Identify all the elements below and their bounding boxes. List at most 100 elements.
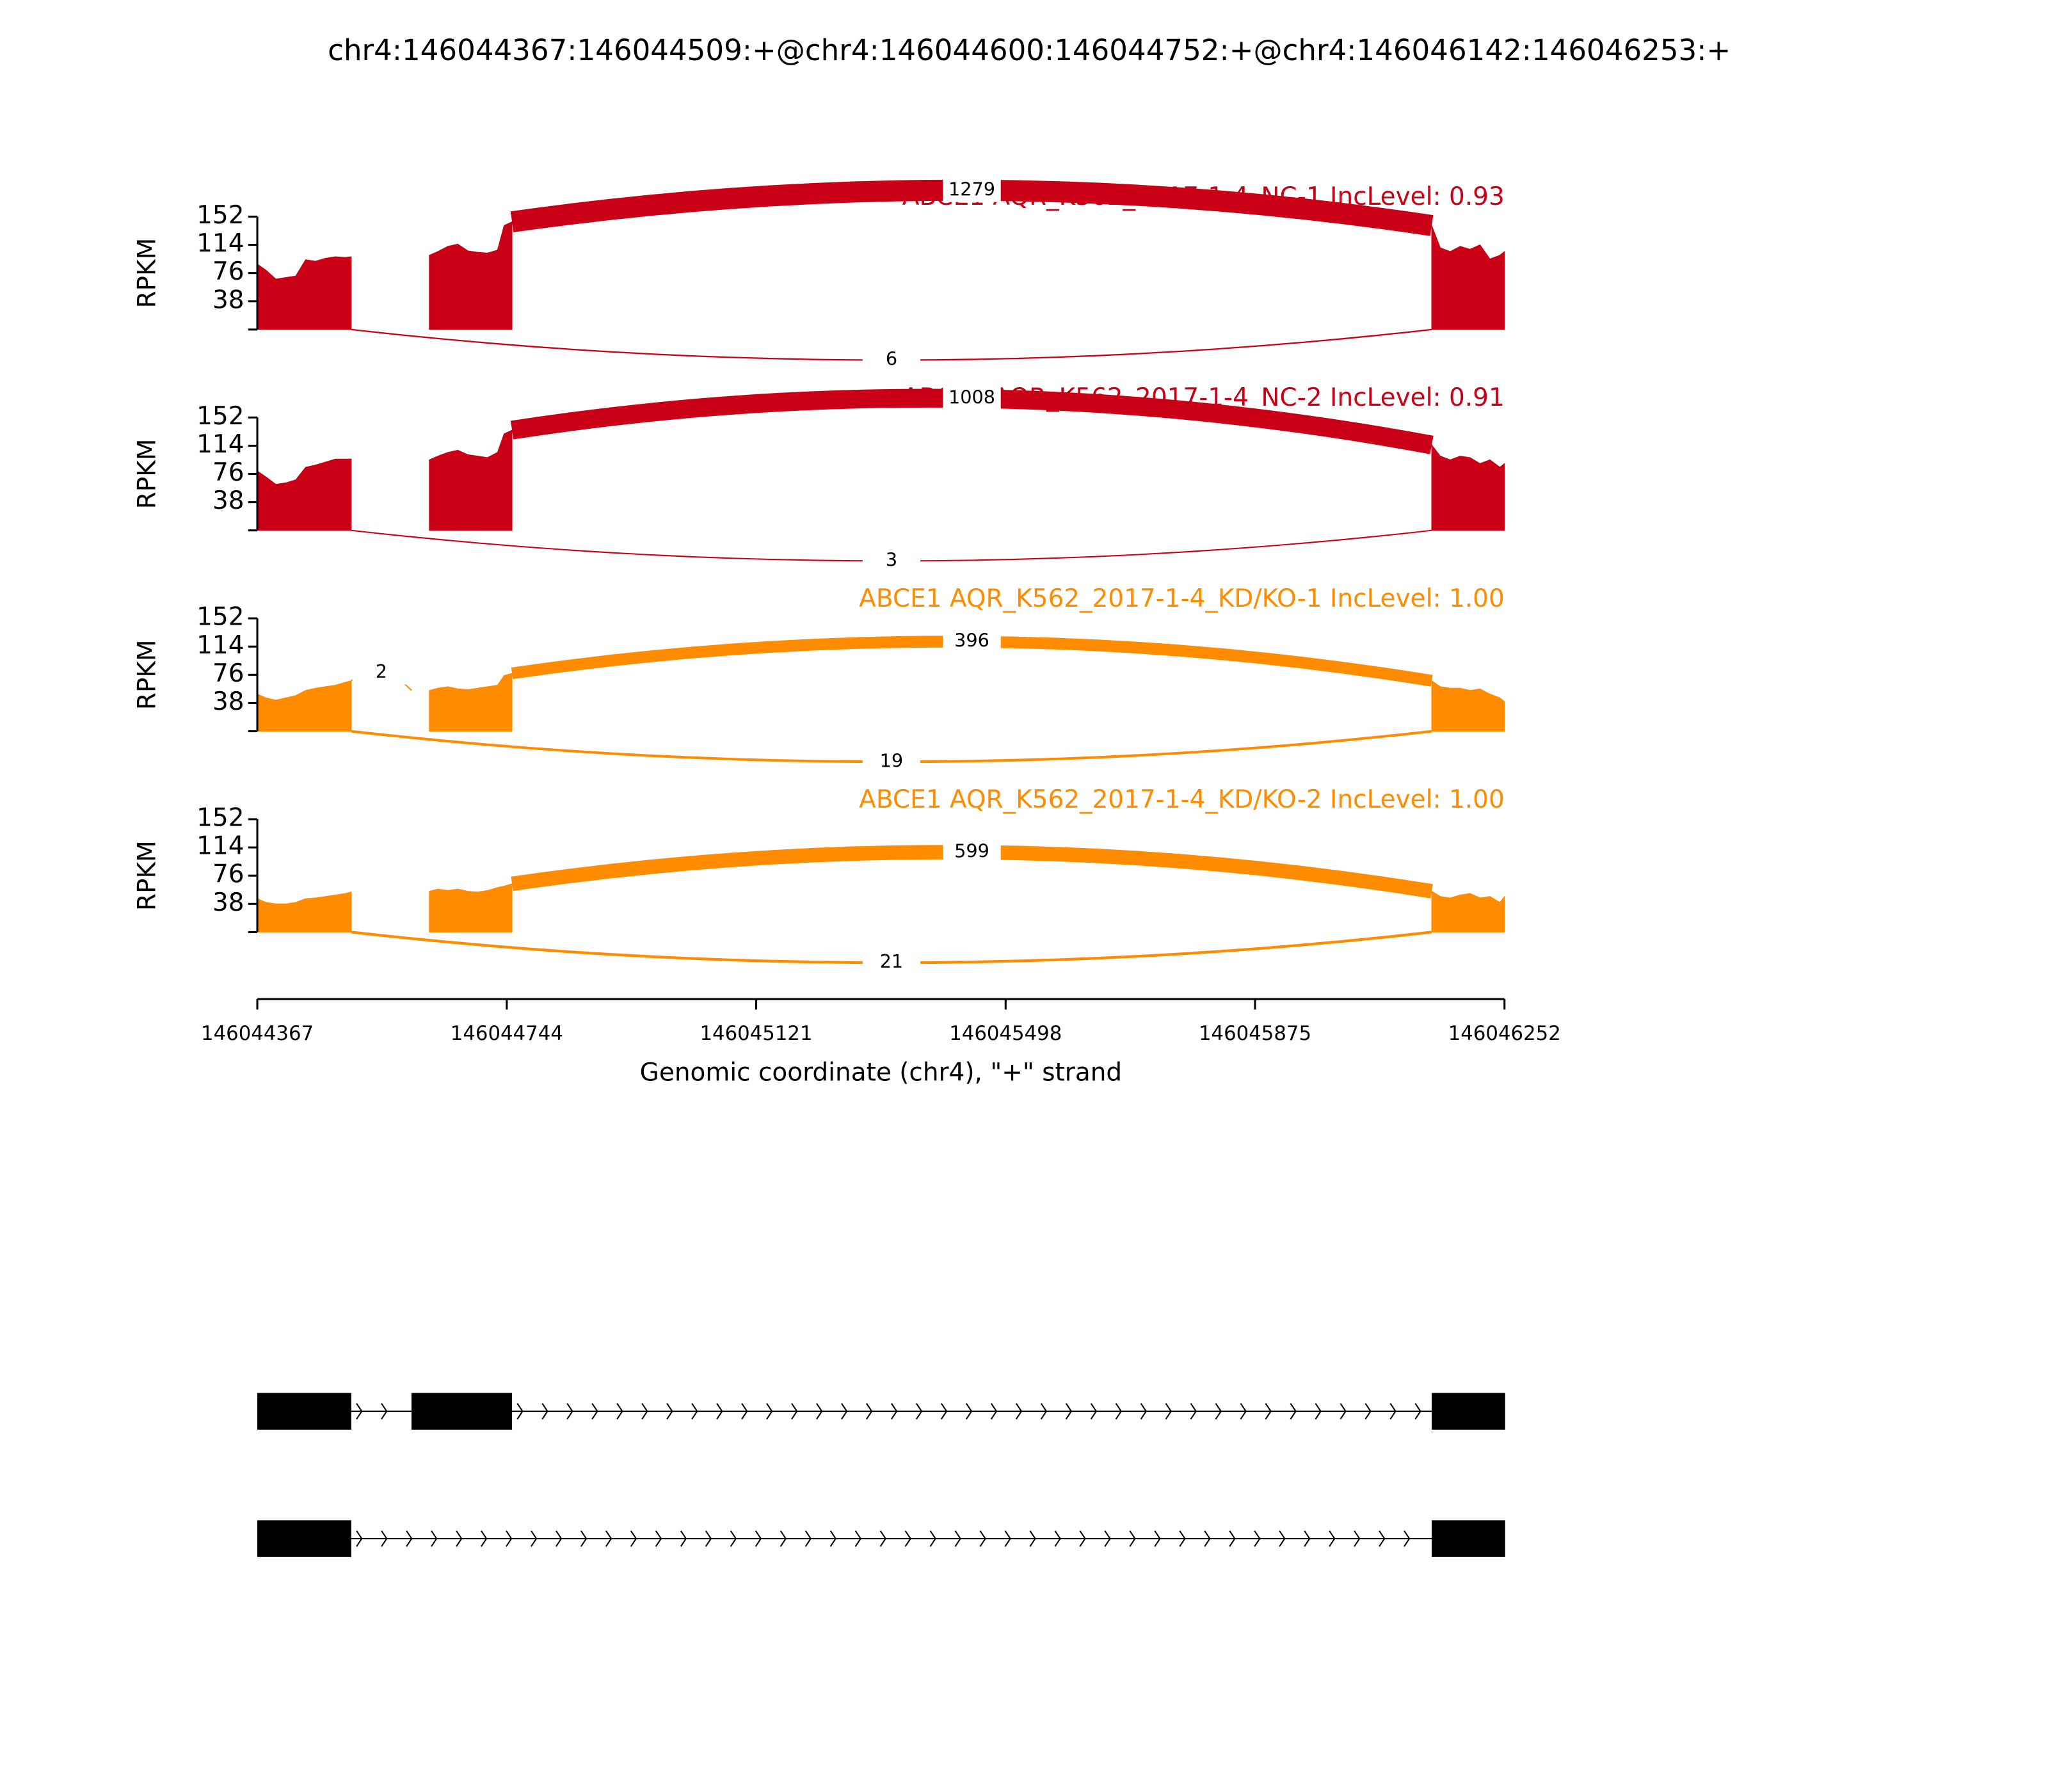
strand-chevron: [916, 1403, 923, 1420]
junction-label-bg: [943, 178, 1001, 202]
strand-chevron: [381, 1530, 388, 1547]
junction-label: 3: [886, 548, 897, 570]
strand-chevron: [566, 1403, 573, 1420]
junction-label: 21: [880, 950, 904, 972]
strand-chevron: [1229, 1530, 1236, 1547]
y-tick-label: 114: [196, 631, 244, 660]
junction-label-bg: [862, 950, 921, 975]
strand-chevron: [1040, 1403, 1048, 1420]
strand-chevron: [1279, 1530, 1286, 1547]
strand-chevron: [456, 1530, 463, 1547]
strand-chevron: [1215, 1403, 1222, 1420]
strand-chevron: [1414, 1403, 1421, 1420]
strand-chevron: [1290, 1403, 1297, 1420]
strand-chevron: [616, 1403, 623, 1420]
strand-chevron: [1389, 1403, 1396, 1420]
strand-chevron: [541, 1403, 548, 1420]
junction-label-bg: [943, 840, 1001, 865]
strand-chevron: [666, 1403, 673, 1420]
exon: [1432, 1393, 1505, 1430]
x-tick-label: 146044744: [451, 1022, 563, 1045]
panel-title: ABCE1 AQR_K562_2017-1-4_KD/KO-2 IncLevel…: [859, 785, 1505, 814]
strand-chevron: [630, 1530, 637, 1547]
strand-chevron: [854, 1530, 861, 1547]
strand-chevron: [356, 1530, 363, 1547]
strand-chevron: [1140, 1403, 1148, 1420]
strand-chevron: [1154, 1530, 1161, 1547]
strand-chevron: [1190, 1403, 1197, 1420]
strand-chevron: [879, 1530, 886, 1547]
strand-chevron: [866, 1403, 873, 1420]
y-tick-label: 152: [196, 603, 244, 632]
y-axis-label: RPKM: [132, 840, 161, 911]
strand-chevron: [691, 1403, 698, 1420]
y-tick-label: 76: [212, 257, 244, 286]
strand-chevron: [954, 1530, 961, 1547]
y-tick-label: 76: [212, 860, 244, 889]
strand-chevron: [940, 1403, 948, 1420]
junction-label-bg: [943, 387, 1001, 411]
junction-label: 19: [880, 749, 904, 771]
x-tick-label: 146045498: [949, 1022, 1062, 1045]
strand-chevron: [979, 1530, 986, 1547]
junction-label: 396: [954, 630, 989, 652]
exon: [1432, 1520, 1505, 1557]
x-tick-label: 146046252: [1448, 1022, 1561, 1045]
figure-title: chr4:146044367:146044509:+@chr4:14604460…: [328, 33, 1731, 67]
strand-chevron: [829, 1530, 837, 1547]
exon: [257, 1520, 351, 1557]
x-axis-label: Genomic coordinate (chr4), "+" strand: [640, 1058, 1122, 1087]
strand-chevron: [780, 1530, 787, 1547]
strand-chevron: [516, 1403, 524, 1420]
strand-chevron: [1404, 1530, 1411, 1547]
strand-chevron: [1254, 1530, 1261, 1547]
y-tick-label: 38: [212, 486, 244, 515]
strand-chevron: [1015, 1403, 1023, 1420]
y-axis-label: RPKM: [132, 238, 161, 308]
strand-chevron: [1354, 1530, 1361, 1547]
junction-label: 599: [954, 840, 989, 862]
strand-chevron: [816, 1403, 823, 1420]
strand-chevron: [705, 1530, 712, 1547]
strand-chevron: [1340, 1403, 1347, 1420]
y-tick-label: 38: [212, 687, 244, 716]
junction-label-bg: [862, 548, 921, 573]
strand-chevron: [1090, 1403, 1098, 1420]
junction-label: 1008: [948, 387, 995, 408]
y-tick-label: 114: [196, 832, 244, 861]
strand-chevron: [531, 1530, 538, 1547]
strand-chevron: [1104, 1530, 1111, 1547]
y-tick-label: 38: [212, 285, 244, 314]
junction-label-bg: [352, 660, 411, 685]
panel-title: ABCE1 AQR_K562_2017-1-4_KD/KO-1 IncLevel…: [859, 584, 1505, 613]
y-tick-label: 152: [196, 804, 244, 833]
strand-chevron: [1129, 1530, 1136, 1547]
junction-label: 1279: [948, 178, 995, 200]
junction-label: 2: [376, 660, 387, 682]
y-tick-label: 114: [196, 430, 244, 459]
strand-chevron: [641, 1403, 648, 1420]
strand-chevron: [591, 1403, 598, 1420]
strand-chevron: [1179, 1530, 1186, 1547]
strand-chevron: [555, 1530, 563, 1547]
strand-chevron: [929, 1530, 936, 1547]
strand-chevron: [1240, 1403, 1247, 1420]
strand-chevron: [1029, 1530, 1036, 1547]
strand-chevron: [1004, 1530, 1011, 1547]
strand-chevron: [841, 1403, 848, 1420]
strand-chevron: [1379, 1530, 1386, 1547]
x-tick-label: 146045121: [700, 1022, 812, 1045]
strand-chevron: [605, 1530, 612, 1547]
strand-chevron: [1054, 1530, 1061, 1547]
strand-chevron: [1329, 1530, 1336, 1547]
x-tick-label: 146045875: [1199, 1022, 1311, 1045]
junction-label-bg: [943, 630, 1001, 654]
strand-chevron: [655, 1530, 662, 1547]
y-tick-label: 38: [212, 888, 244, 917]
y-axis-label: RPKM: [132, 639, 161, 710]
strand-chevron: [381, 1403, 388, 1420]
strand-chevron: [965, 1403, 973, 1420]
strand-chevron: [356, 1403, 363, 1420]
y-axis-label: RPKM: [132, 439, 161, 509]
